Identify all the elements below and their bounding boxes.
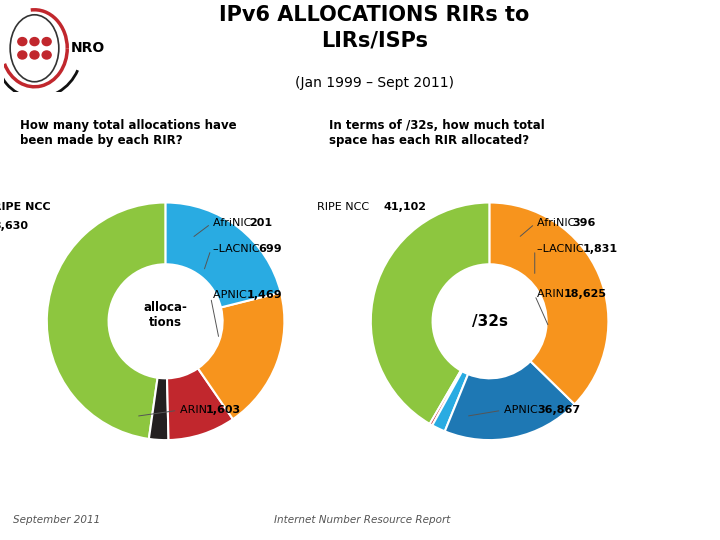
Wedge shape (166, 202, 281, 307)
Text: NRO: NRO (71, 41, 105, 55)
Wedge shape (371, 202, 490, 424)
Text: IPv6 ALLOCATIONS RIRs to
LIRs/ISPs: IPv6 ALLOCATIONS RIRs to LIRs/ISPs (219, 5, 530, 50)
Wedge shape (445, 361, 575, 440)
Text: 396: 396 (573, 218, 596, 228)
Text: APNIC: APNIC (504, 406, 541, 415)
Text: (Jan 1999 – Sept 2011): (Jan 1999 – Sept 2011) (295, 76, 454, 90)
Wedge shape (490, 202, 608, 404)
Text: 1,469: 1,469 (246, 290, 282, 300)
Text: 1,831: 1,831 (582, 244, 617, 254)
Wedge shape (198, 292, 284, 419)
Wedge shape (149, 378, 168, 440)
Circle shape (30, 51, 39, 59)
Circle shape (18, 51, 27, 59)
Text: –LACNIC: –LACNIC (537, 244, 588, 254)
Text: –LACNIC: –LACNIC (213, 244, 264, 254)
Text: 36,867: 36,867 (537, 406, 580, 415)
Text: September 2011: September 2011 (13, 515, 100, 525)
Text: How many total allocations have
been made by each RIR?: How many total allocations have been mad… (20, 119, 237, 147)
Wedge shape (47, 202, 166, 439)
Text: alloca-
tions: alloca- tions (144, 301, 187, 329)
Text: ARIN: ARIN (537, 289, 567, 299)
Text: AfriNIC: AfriNIC (213, 218, 255, 228)
Ellipse shape (10, 15, 59, 82)
Text: 3,630: 3,630 (0, 221, 28, 231)
Text: In terms of /32s, how much total
space has each RIR allocated?: In terms of /32s, how much total space h… (329, 119, 545, 147)
Text: 18,625: 18,625 (563, 289, 606, 299)
Text: RIPE NCC: RIPE NCC (0, 202, 51, 212)
Text: 41,102: 41,102 (384, 202, 427, 212)
Circle shape (18, 38, 27, 45)
Text: RIPE NCC: RIPE NCC (318, 202, 373, 212)
Text: /32s: /32s (472, 314, 508, 329)
Wedge shape (430, 370, 462, 426)
Text: ARIN: ARIN (180, 406, 210, 415)
Wedge shape (167, 368, 233, 440)
Text: APNIC: APNIC (213, 290, 251, 300)
Circle shape (42, 38, 51, 45)
Text: 201: 201 (249, 218, 272, 228)
Wedge shape (432, 372, 468, 431)
Circle shape (42, 51, 51, 59)
Text: 1,603: 1,603 (206, 406, 241, 415)
Text: 699: 699 (258, 244, 282, 254)
Text: AfriNIC: AfriNIC (537, 218, 579, 228)
Text: Internet Number Resource Report: Internet Number Resource Report (274, 515, 450, 525)
Circle shape (30, 38, 39, 45)
Text: Number Resource Organization: Number Resource Organization (664, 229, 672, 365)
